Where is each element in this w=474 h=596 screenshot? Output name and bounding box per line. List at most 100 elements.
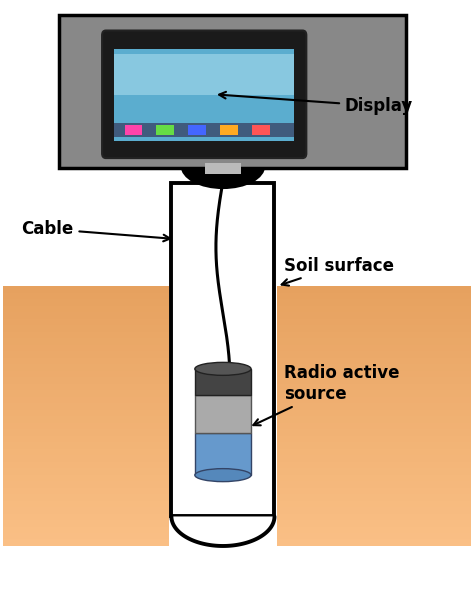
Bar bbox=[277, 507, 471, 514]
Bar bbox=[3, 494, 169, 501]
Bar bbox=[277, 514, 471, 520]
Bar bbox=[3, 358, 169, 364]
Bar bbox=[195, 369, 251, 395]
Bar bbox=[3, 423, 169, 429]
Bar bbox=[3, 436, 169, 442]
Bar bbox=[3, 377, 169, 384]
Bar bbox=[277, 371, 471, 377]
Bar bbox=[277, 312, 471, 319]
Bar bbox=[3, 501, 169, 507]
Bar bbox=[277, 293, 471, 299]
Bar bbox=[3, 449, 169, 455]
Bar bbox=[3, 468, 169, 474]
Bar bbox=[277, 358, 471, 364]
Bar bbox=[277, 488, 471, 494]
Text: Radio active
source: Radio active source bbox=[253, 364, 399, 426]
Bar bbox=[3, 488, 169, 494]
Text: Soil surface: Soil surface bbox=[282, 256, 394, 285]
Bar bbox=[277, 474, 471, 481]
Bar bbox=[277, 429, 471, 436]
Ellipse shape bbox=[195, 468, 251, 482]
Bar bbox=[3, 442, 169, 449]
Bar bbox=[277, 403, 471, 409]
Bar bbox=[215, 164, 231, 168]
Bar bbox=[277, 390, 471, 396]
Bar bbox=[3, 384, 169, 390]
Bar bbox=[156, 125, 174, 135]
Bar bbox=[3, 533, 169, 539]
Bar bbox=[277, 416, 471, 423]
Bar bbox=[277, 351, 471, 358]
Bar bbox=[277, 442, 471, 449]
Ellipse shape bbox=[195, 362, 251, 375]
Bar bbox=[252, 125, 270, 135]
Bar bbox=[195, 433, 251, 475]
Bar bbox=[277, 299, 471, 306]
Bar bbox=[277, 325, 471, 331]
Bar bbox=[277, 396, 471, 403]
FancyBboxPatch shape bbox=[114, 49, 294, 141]
Bar bbox=[277, 423, 471, 429]
Bar bbox=[3, 312, 169, 319]
Bar bbox=[277, 319, 471, 325]
Bar bbox=[3, 526, 169, 533]
Bar bbox=[3, 409, 169, 416]
Bar bbox=[3, 293, 169, 299]
Bar bbox=[277, 344, 471, 351]
Bar bbox=[277, 520, 471, 526]
Bar bbox=[3, 396, 169, 403]
PathPatch shape bbox=[172, 517, 274, 546]
Bar bbox=[188, 125, 206, 135]
Bar bbox=[277, 449, 471, 455]
Bar bbox=[277, 364, 471, 371]
Bar bbox=[3, 338, 169, 344]
Bar bbox=[3, 319, 169, 325]
Bar bbox=[277, 526, 471, 533]
Bar bbox=[3, 429, 169, 436]
Bar bbox=[277, 468, 471, 474]
Bar bbox=[277, 377, 471, 384]
Bar bbox=[277, 461, 471, 468]
Bar bbox=[3, 344, 169, 351]
Bar bbox=[195, 395, 251, 433]
Bar bbox=[277, 481, 471, 488]
Bar bbox=[277, 409, 471, 416]
Bar bbox=[3, 299, 169, 306]
Bar bbox=[277, 501, 471, 507]
Ellipse shape bbox=[181, 144, 265, 189]
Bar bbox=[3, 351, 169, 358]
Bar bbox=[3, 331, 169, 338]
FancyBboxPatch shape bbox=[102, 30, 306, 158]
FancyBboxPatch shape bbox=[114, 54, 294, 95]
Bar bbox=[3, 539, 169, 546]
Bar bbox=[172, 183, 274, 517]
Bar bbox=[3, 481, 169, 488]
Bar bbox=[3, 390, 169, 396]
Bar bbox=[277, 436, 471, 442]
Text: Cable: Cable bbox=[21, 220, 170, 241]
Bar bbox=[3, 364, 169, 371]
Bar bbox=[220, 125, 238, 135]
Bar bbox=[277, 494, 471, 501]
Bar bbox=[3, 306, 169, 312]
Bar bbox=[277, 338, 471, 344]
Bar bbox=[3, 286, 169, 293]
Bar bbox=[3, 455, 169, 461]
Bar bbox=[3, 514, 169, 520]
Bar bbox=[3, 507, 169, 514]
Bar bbox=[3, 416, 169, 423]
Bar bbox=[277, 539, 471, 546]
FancyBboxPatch shape bbox=[59, 14, 406, 168]
Bar bbox=[277, 533, 471, 539]
Bar bbox=[205, 163, 240, 174]
Bar bbox=[277, 286, 471, 293]
Bar bbox=[125, 125, 142, 135]
Bar bbox=[3, 520, 169, 526]
Bar bbox=[114, 123, 294, 138]
Bar bbox=[3, 474, 169, 481]
Bar bbox=[277, 455, 471, 461]
Bar bbox=[3, 461, 169, 468]
Bar bbox=[277, 331, 471, 338]
Text: Display: Display bbox=[219, 92, 413, 115]
Bar bbox=[3, 403, 169, 409]
